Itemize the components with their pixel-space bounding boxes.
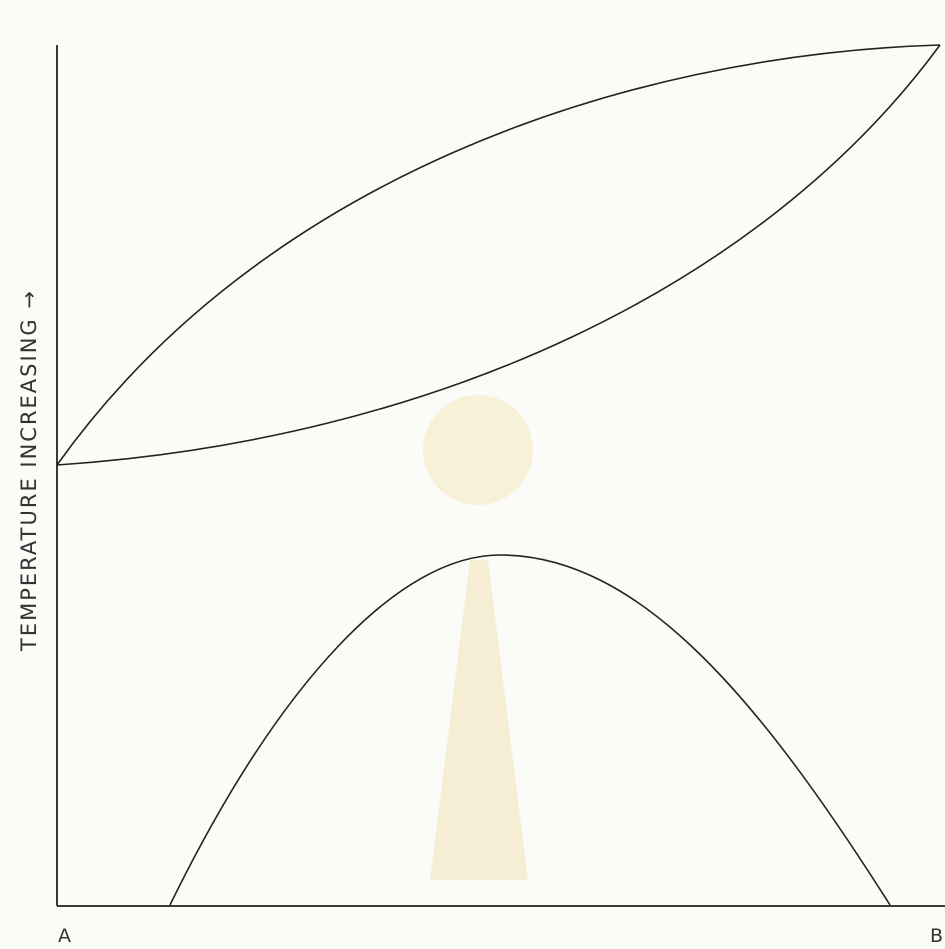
page: TEMPERATURE INCREASING → A B (() => { co… xyxy=(0,0,945,949)
watermark-sun xyxy=(423,395,533,505)
corner-label-a: A xyxy=(58,925,71,947)
axis-label: TEMPERATURE INCREASING → xyxy=(17,289,41,652)
phase-diagram: TEMPERATURE INCREASING → A B xyxy=(0,0,945,949)
corner-label-b: B xyxy=(930,925,943,947)
